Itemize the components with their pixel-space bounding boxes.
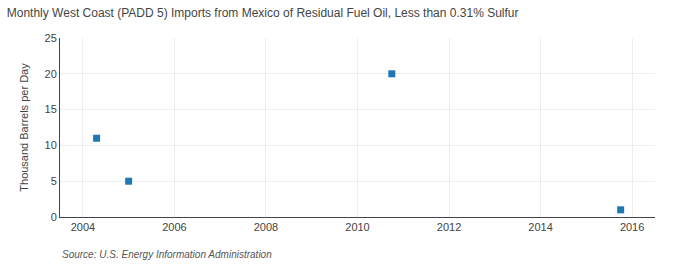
svg-text:10: 10 [45, 139, 57, 151]
svg-text:2014: 2014 [528, 221, 552, 233]
svg-text:0: 0 [51, 211, 57, 223]
svg-text:2012: 2012 [437, 221, 461, 233]
svg-text:2016: 2016 [620, 221, 644, 233]
svg-text:15: 15 [45, 103, 57, 115]
svg-text:25: 25 [45, 32, 57, 44]
svg-text:2008: 2008 [254, 221, 278, 233]
svg-text:Source: U.S. Energy Informatio: Source: U.S. Energy Information Administ… [62, 249, 272, 260]
svg-text:2006: 2006 [162, 221, 186, 233]
svg-text:Thousand Barrels per Day: Thousand Barrels per Day [18, 63, 30, 192]
svg-text:2004: 2004 [71, 221, 95, 233]
svg-text:Monthly West Coast (PADD 5) Im: Monthly West Coast (PADD 5) Imports from… [7, 6, 519, 20]
svg-text:2010: 2010 [345, 221, 369, 233]
svg-text:5: 5 [51, 175, 57, 187]
svg-text:20: 20 [45, 68, 57, 80]
